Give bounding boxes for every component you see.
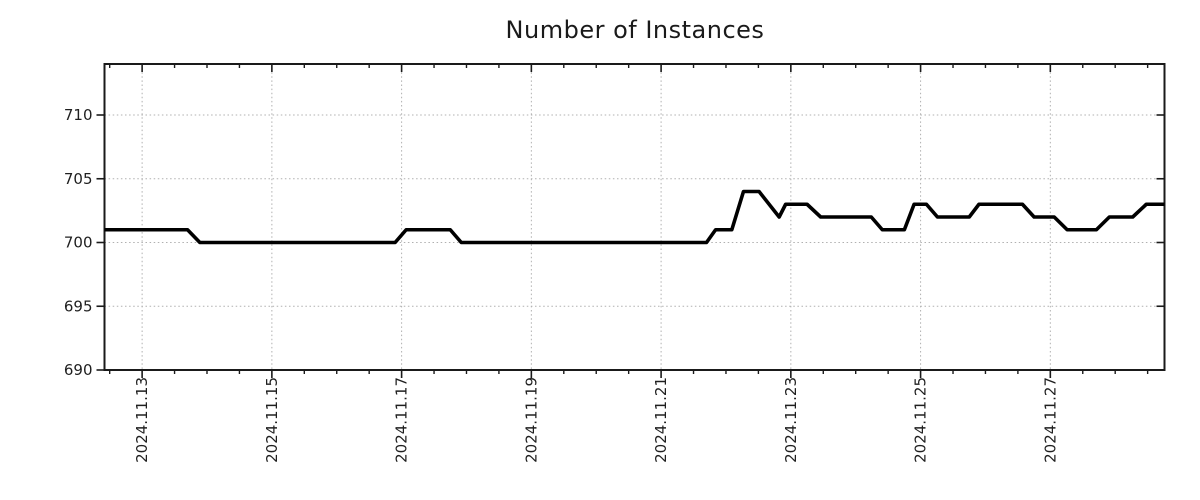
y-tick-label: 700 <box>64 234 93 252</box>
y-tick-label: 690 <box>64 361 93 379</box>
plot-border <box>103 63 1166 371</box>
x-tick-label: 2024.11.27 <box>1041 377 1059 463</box>
x-tick-label: 2024.11.13 <box>133 377 151 463</box>
x-tick-label: 2024.11.17 <box>393 377 411 463</box>
x-tick-label: 2024.11.21 <box>652 377 670 463</box>
x-tick-label: 2024.11.15 <box>263 377 281 463</box>
chart-title: Number of Instances <box>505 16 765 44</box>
y-tick-label: 695 <box>64 297 93 315</box>
y-tick-label: 705 <box>64 170 93 188</box>
x-tick-label: 2024.11.25 <box>912 377 930 463</box>
y-tick-label: 710 <box>64 106 93 124</box>
data-series-line <box>104 189 1165 245</box>
x-tick-label: 2024.11.19 <box>522 377 540 463</box>
x-tick-label: 2024.11.23 <box>782 377 800 463</box>
